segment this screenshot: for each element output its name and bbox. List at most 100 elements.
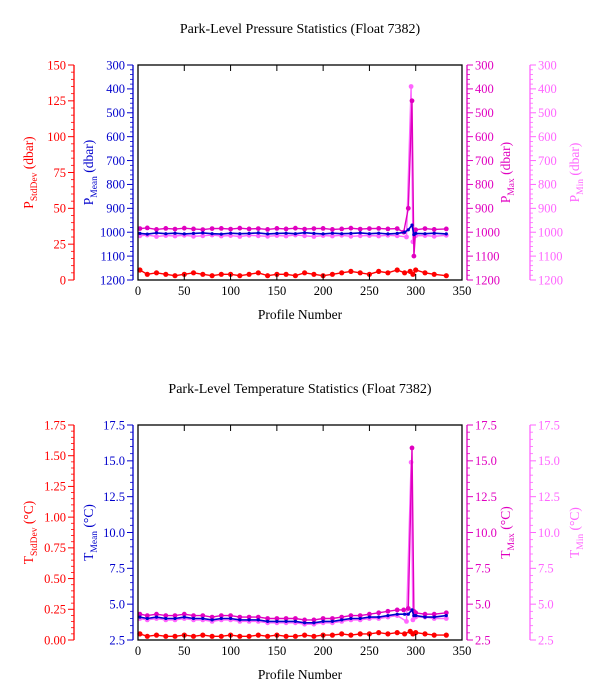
data-point-max [172, 226, 178, 232]
data-point-stddev [172, 273, 178, 279]
data-point-mean [386, 232, 390, 236]
y-axis-mean: 300 400 500 600 700 800 900 1000 1100 1200 PMean (… [81, 58, 134, 287]
y-axis-label-min: PMin (dbar) [567, 143, 586, 203]
y-axis-max: 300 400 500 600 700 800 900 1000 1100 1200 PMax (d… [466, 58, 517, 287]
y-tick-label-max: 1000 [475, 226, 500, 240]
data-point-mean [201, 231, 205, 235]
data-point-mean [432, 615, 436, 619]
data-point-stddev [144, 633, 150, 639]
data-point-min [404, 234, 409, 240]
data-point-min [394, 233, 400, 239]
data-point-max [137, 611, 143, 617]
data-point-stddev [255, 632, 261, 638]
y-axis-label-min: TMin (°C) [567, 507, 586, 558]
data-point-max [283, 226, 289, 232]
data-point-stddev [163, 633, 169, 639]
data-point-mean [173, 231, 177, 235]
data-point-min [376, 233, 382, 239]
data-point-mean [406, 612, 410, 616]
data-point-stddev [348, 632, 354, 638]
y-tick-label-mean: 1200 [100, 273, 125, 287]
data-point-max [137, 226, 143, 232]
data-point-max [376, 610, 382, 616]
y-tick-label-stddev: 0.75 [44, 541, 66, 555]
series-min [137, 459, 449, 627]
data-point-max [330, 227, 335, 232]
data-point-mean [219, 232, 223, 236]
y-axis-label-unit: (°C) [81, 504, 96, 531]
y-axis-max: 2.5 5.0 7.5 10.0 12.5 15.0 17.5 TMax (°C) [466, 418, 517, 647]
x-tick-label: 300 [406, 644, 425, 658]
x-tick-label: 350 [453, 644, 472, 658]
data-point-max [163, 226, 169, 231]
series-line-min [139, 462, 447, 625]
data-point-min [330, 233, 335, 239]
data-point-mean [444, 232, 448, 236]
y-axis-label-main: T [567, 549, 582, 558]
y-tick-label-min: 300 [538, 58, 557, 72]
data-point-min [431, 233, 437, 239]
data-point-max [409, 98, 415, 104]
data-point-max [163, 613, 169, 618]
data-point-min [172, 233, 178, 239]
x-axis-label: Profile Number [258, 307, 343, 322]
data-point-stddev [366, 631, 372, 637]
data-point-mean [256, 618, 260, 622]
data-point-min [255, 233, 261, 239]
data-point-stddev [255, 270, 261, 276]
series-min [137, 84, 449, 245]
data-point-mean [229, 616, 233, 621]
data-point-max [431, 227, 437, 232]
data-point-min [357, 233, 363, 239]
data-point-stddev [292, 633, 298, 639]
y-axis-label-unit: (dbar) [21, 136, 36, 172]
data-point-mean [358, 231, 362, 235]
data-point-max [246, 614, 252, 620]
y-axis-label-unit: (dbar) [81, 140, 96, 176]
y-tick-label-max: 12.5 [475, 490, 497, 504]
y-axis-label-sub: Min [576, 534, 586, 550]
data-point-mean [414, 614, 418, 618]
data-point-max [411, 253, 417, 259]
data-point-mean [349, 231, 353, 235]
data-point-stddev [311, 633, 317, 639]
series-max [137, 98, 449, 259]
data-point-mean [340, 232, 344, 236]
data-point-max [443, 610, 449, 616]
data-point-mean [210, 618, 214, 622]
data-point-stddev [376, 630, 382, 636]
data-point-mean [154, 615, 159, 619]
data-point-stddev [302, 270, 308, 276]
data-point-stddev [246, 271, 252, 277]
series-line-max [139, 447, 447, 621]
y-tick-label-stddev: 100 [47, 130, 66, 144]
x-tick-label: 250 [360, 644, 379, 658]
y-tick-label-max: 900 [475, 202, 494, 216]
data-point-max [154, 611, 159, 617]
data-point-mean [444, 614, 448, 618]
y-tick-label-min: 2.5 [538, 633, 554, 647]
y-tick-label-mean: 1000 [100, 226, 125, 240]
data-point-max [265, 616, 270, 621]
data-point-mean [303, 621, 307, 625]
data-point-mean [403, 612, 407, 616]
data-point-max [209, 614, 215, 620]
series-line-min [139, 86, 447, 243]
data-point-max [311, 226, 317, 232]
data-point-mean [182, 232, 186, 236]
y-tick-label-max: 17.5 [475, 418, 497, 432]
y-tick-label-min: 500 [538, 106, 557, 120]
data-point-mean [303, 231, 307, 235]
data-point-max [320, 616, 326, 621]
y-tick-label-stddev: 1.25 [44, 480, 66, 494]
y-axis-label-main: T [498, 550, 513, 559]
data-point-max [339, 226, 345, 232]
data-point-max [367, 226, 372, 232]
y-tick-label-max: 7.5 [475, 562, 491, 576]
data-point-mean [256, 231, 260, 235]
x-tick-label: 100 [221, 284, 240, 298]
y-tick-label-min: 400 [538, 82, 557, 96]
data-point-stddev [209, 273, 215, 279]
data-point-max [357, 613, 363, 618]
